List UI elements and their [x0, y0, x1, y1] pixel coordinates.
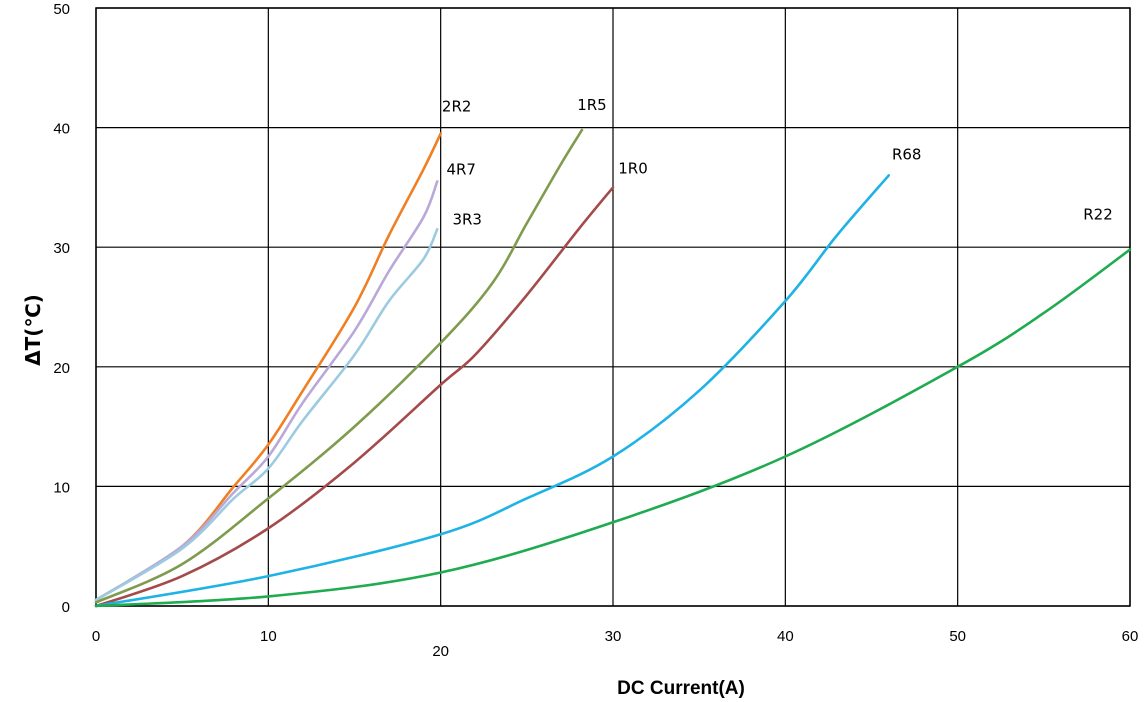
series-line-3r3 [94, 227, 439, 602]
series-line-r68 [94, 174, 891, 608]
series-lines [94, 128, 1132, 608]
series-label-2r2: 2R2 [442, 98, 472, 116]
series-line-4r7 [94, 180, 439, 602]
tick-labels: 0 10 20 30 40 50 60 0 10 20 30 40 50 [53, 1, 1138, 660]
series-label-r22: R22 [1083, 206, 1113, 224]
y-tick-label: 10 [53, 479, 70, 496]
series-line-1r5 [94, 128, 584, 604]
grid [95, 7, 1131, 607]
series-line-r22 [94, 248, 1132, 608]
x-tick-label: 10 [260, 628, 277, 645]
series-label-1r5: 1R5 [577, 96, 607, 114]
y-tick-label: 40 [53, 121, 70, 138]
y-tick-label: 50 [53, 1, 70, 18]
x-tick-label: 40 [777, 628, 794, 645]
y-axis-title: ΔT(℃) [21, 294, 45, 366]
y-tick-label: 30 [53, 240, 70, 257]
y-tick-label: 0 [62, 599, 70, 616]
series-labels: 2R2 4R7 3R3 1R5 1R0 R68 R22 [442, 96, 1113, 228]
series-label-r68: R68 [892, 145, 922, 163]
series-line-1r0 [94, 186, 615, 608]
x-tick-label: 20 [432, 643, 449, 660]
plot-frame [95, 7, 1131, 607]
series-label-4r7: 4R7 [446, 160, 476, 178]
x-tick-label: 60 [1122, 628, 1139, 645]
x-tick-label: 30 [605, 628, 622, 645]
x-axis-title: DC Current(A) [617, 678, 745, 699]
series-label-1r0: 1R0 [618, 159, 648, 177]
x-tick-label: 0 [92, 628, 100, 645]
x-tick-label: 50 [949, 628, 966, 645]
y-tick-label: 20 [53, 360, 70, 377]
series-label-3r3: 3R3 [452, 210, 482, 228]
